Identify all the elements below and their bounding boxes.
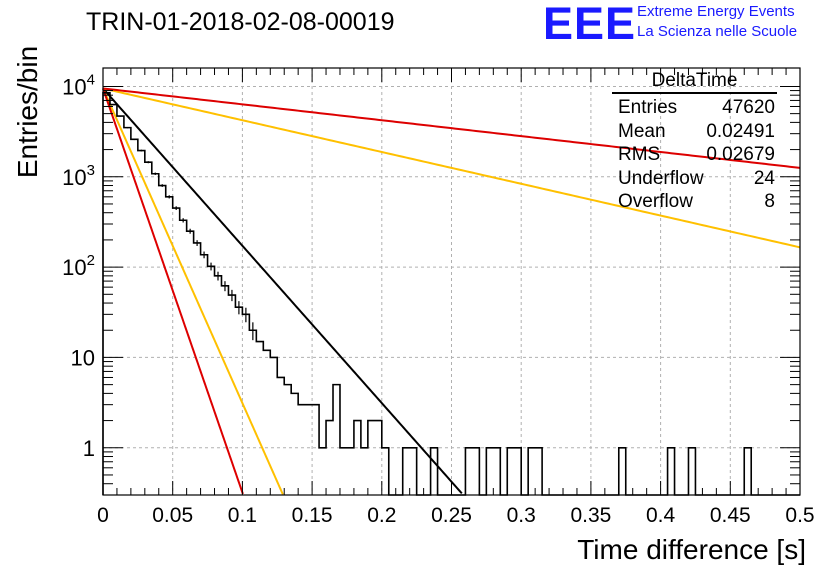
stats-value: 0.02679	[706, 144, 775, 165]
stats-value: 8	[764, 191, 775, 212]
x-tick-label: 0.05	[152, 504, 193, 527]
stats-value: 24	[753, 167, 775, 189]
x-tick-label: 0.25	[431, 504, 472, 527]
x-tick-label: 0.4	[646, 504, 676, 527]
run-title: TRIN-01-2018-02-08-00019	[86, 8, 395, 36]
y-tick-label: 102	[62, 252, 95, 280]
stats-row-mean: Mean 0.02491	[612, 120, 777, 144]
stats-row-entries: Entries 47620	[612, 96, 777, 120]
logo-line-2: La Scienza nelle Scuole	[637, 23, 798, 40]
fit-curve	[102, 87, 801, 249]
y-tick-label: 103	[62, 162, 95, 190]
y-tick-label: 104	[62, 71, 95, 99]
logo-line-1: Extreme Energy Events	[637, 3, 795, 20]
x-tick-label: 0.35	[570, 504, 611, 527]
stats-row-rms: RMS 0.02679	[612, 143, 777, 167]
y-axis-label: Entries/bin	[12, 45, 43, 179]
stats-label: Underflow	[618, 167, 704, 189]
x-tick-label: 0.3	[507, 504, 536, 527]
stats-value: 47620	[722, 97, 775, 118]
stats-label: Entries	[618, 97, 678, 118]
x-tick-label: 0.45	[710, 504, 751, 527]
fit-curve	[102, 88, 244, 495]
x-tick-label: 0.5	[785, 504, 814, 527]
stats-label: RMS	[618, 144, 661, 165]
ticks	[102, 68, 801, 496]
stats-value: 0.02491	[706, 120, 775, 142]
stats-box: DeltaTime Entries 47620 Mean 0.02491 RMS…	[612, 70, 777, 214]
x-tick-label: 0	[97, 504, 109, 527]
tick-labels: 0 0.05 0.1 0.15 0.2 0.25 0.3 0.35 0.4 0.45 0.5 1 10 1…	[62, 71, 814, 527]
stats-label: Mean	[618, 120, 666, 142]
fit-curve	[102, 87, 463, 495]
eee-logo: EEE	[543, 0, 637, 49]
stats-title: DeltaTime	[612, 70, 777, 94]
stats-row-underflow: Underflow 24	[612, 167, 777, 191]
y-tick-label: 1	[83, 436, 95, 461]
fit-curve	[102, 87, 801, 169]
x-tick-label: 0.1	[228, 504, 257, 527]
fit-curves	[102, 87, 801, 495]
x-tick-label: 0.15	[292, 504, 333, 527]
x-tick-label: 0.2	[367, 504, 396, 527]
fit-curve	[102, 88, 284, 495]
stats-label: Overflow	[618, 191, 693, 212]
stats-row-overflow: Overflow 8	[612, 190, 777, 214]
x-axis-label: Time difference [s]	[577, 534, 806, 565]
y-tick-label: 10	[71, 345, 95, 370]
